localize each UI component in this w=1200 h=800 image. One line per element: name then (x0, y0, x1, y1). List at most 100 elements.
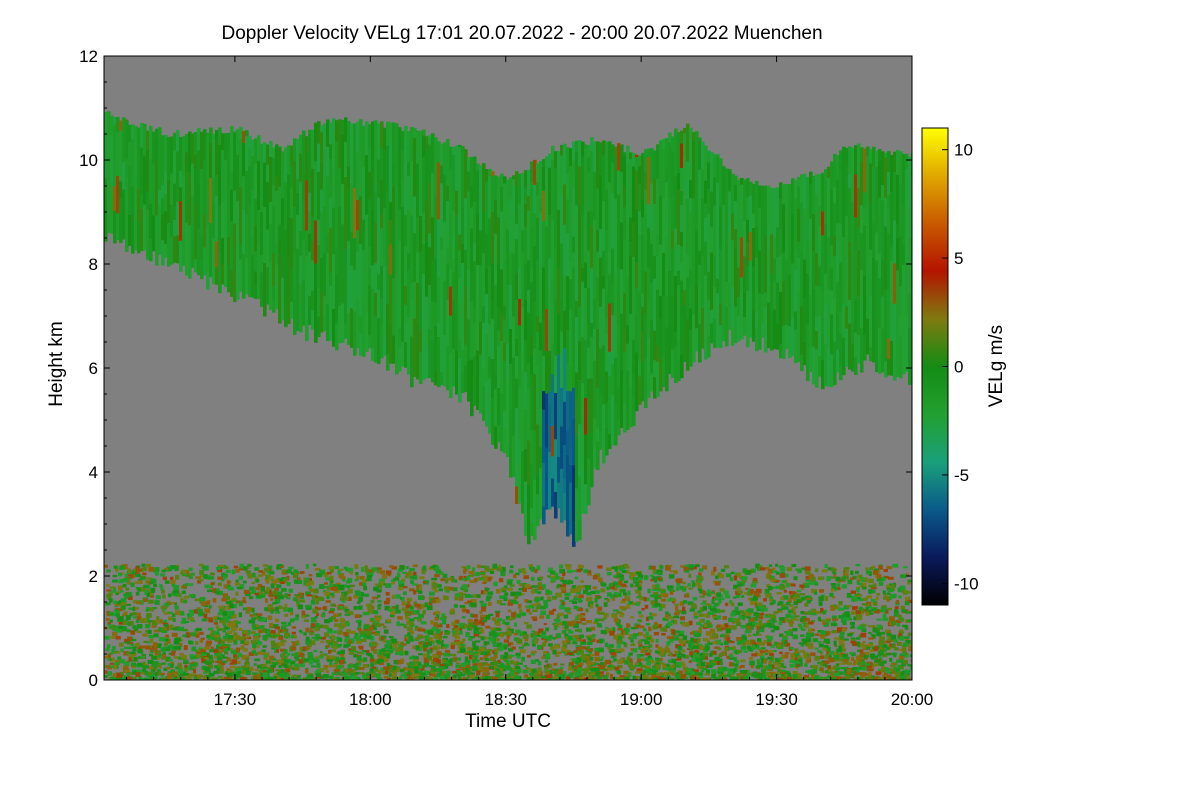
boundary-layer-speckle (730, 662, 735, 667)
cloud-streak (881, 184, 885, 201)
cloud-streak (575, 300, 579, 318)
cloud-streak (479, 265, 483, 322)
cloud-streak (716, 183, 720, 229)
boundary-layer-speckle (208, 672, 215, 677)
boundary-layer-speckle (314, 656, 319, 659)
boundary-layer-speckle (719, 587, 725, 592)
cloud-streak (254, 225, 258, 252)
boundary-layer-speckle (382, 639, 387, 643)
cloud-streak (530, 182, 534, 227)
cloud-streak (551, 356, 555, 375)
boundary-layer-speckle (637, 655, 641, 660)
cloud-streak (563, 478, 567, 494)
cloud-streak (425, 322, 429, 349)
boundary-layer-speckle (398, 585, 404, 591)
cloud-streak (374, 120, 378, 170)
boundary-layer-speckle (236, 582, 240, 586)
cloud-streak (425, 149, 429, 201)
boundary-layer-speckle (605, 672, 610, 677)
boundary-layer-speckle (541, 584, 546, 589)
cloud-streak (836, 155, 840, 180)
boundary-layer-speckle (279, 642, 285, 646)
boundary-layer-speckle (688, 643, 693, 647)
cloud-streak (524, 203, 528, 227)
boundary-layer-speckle (395, 575, 400, 580)
cloud-streak (623, 377, 627, 404)
cloud-streak (554, 200, 558, 248)
boundary-layer-speckle (482, 619, 488, 623)
boundary-layer-speckle (249, 614, 254, 617)
cloud-streak (776, 227, 780, 258)
cloud-streak (740, 218, 744, 238)
boundary-layer-speckle (168, 617, 174, 621)
cloud-streak (632, 152, 636, 167)
cloud-streak (374, 292, 378, 317)
cloud-streak (527, 260, 531, 290)
boundary-layer-speckle (683, 594, 690, 598)
boundary-layer-speckle (328, 664, 335, 668)
cloud-streak (410, 126, 414, 162)
cloud-streak (662, 252, 666, 297)
cloud-streak (629, 314, 633, 355)
cloud-streak (215, 130, 219, 141)
cloud-streak (362, 233, 366, 251)
boundary-layer-speckle (573, 605, 578, 610)
boundary-layer-speckle (889, 671, 893, 674)
cloud-streak (752, 310, 756, 342)
cloud-streak (842, 146, 846, 178)
cloud-streak (887, 194, 891, 208)
cloud-streak (737, 316, 741, 342)
cloud-streak (536, 260, 540, 316)
boundary-layer-speckle (613, 575, 619, 578)
boundary-layer-speckle (196, 607, 201, 610)
cloud-streak (530, 507, 534, 523)
boundary-layer-speckle (746, 625, 751, 630)
boundary-layer-speckle (270, 633, 274, 636)
boundary-layer-speckle (156, 616, 160, 620)
cloud-streak (815, 317, 819, 331)
boundary-layer-speckle (784, 579, 788, 584)
cloud-streak (902, 265, 906, 324)
boundary-layer-speckle (596, 623, 602, 628)
boundary-layer-speckle (891, 583, 896, 589)
cloud-streak (221, 133, 225, 151)
cloud-streak (686, 277, 690, 319)
boundary-layer-speckle (634, 589, 641, 594)
cloud-streak (521, 414, 525, 452)
cloud-streak (782, 184, 786, 205)
cloud-streak (143, 155, 147, 205)
boundary-layer-speckle (883, 593, 887, 599)
cloud-streak (812, 346, 816, 385)
cloud-streak (656, 144, 660, 150)
cloud-streak (626, 277, 630, 325)
cloud-streak (584, 207, 588, 263)
cloud-streak (860, 205, 864, 233)
cloud-streak (794, 197, 798, 251)
boundary-layer-speckle (576, 568, 582, 573)
cloud-streak (668, 198, 672, 248)
cloud-streak (722, 166, 726, 206)
cloud-streak (344, 117, 348, 142)
cloud-streak (623, 155, 627, 187)
boundary-layer-speckle (808, 581, 814, 585)
boundary-layer-speckle (301, 613, 307, 619)
cloud-streak (908, 237, 912, 294)
boundary-layer-speckle (770, 629, 775, 633)
cloud-streak (338, 206, 342, 250)
cloud-streak (224, 200, 228, 233)
cloud-streak (536, 217, 540, 261)
cloud-streak (284, 306, 288, 328)
cloud-streak (827, 347, 831, 387)
cloud-streak (281, 151, 285, 199)
boundary-layer-speckle (282, 657, 286, 662)
boundary-layer-speckle (288, 566, 294, 569)
cloud-streak (134, 125, 138, 136)
cloud-streak (194, 204, 198, 260)
cloud-streak (482, 211, 486, 254)
boundary-layer-speckle (698, 572, 702, 577)
boundary-layer-speckle (753, 599, 758, 604)
cloud-streak (248, 135, 252, 148)
cloud-streak (590, 337, 594, 379)
cloud-streak (419, 329, 423, 352)
cloud-streak (626, 324, 630, 344)
